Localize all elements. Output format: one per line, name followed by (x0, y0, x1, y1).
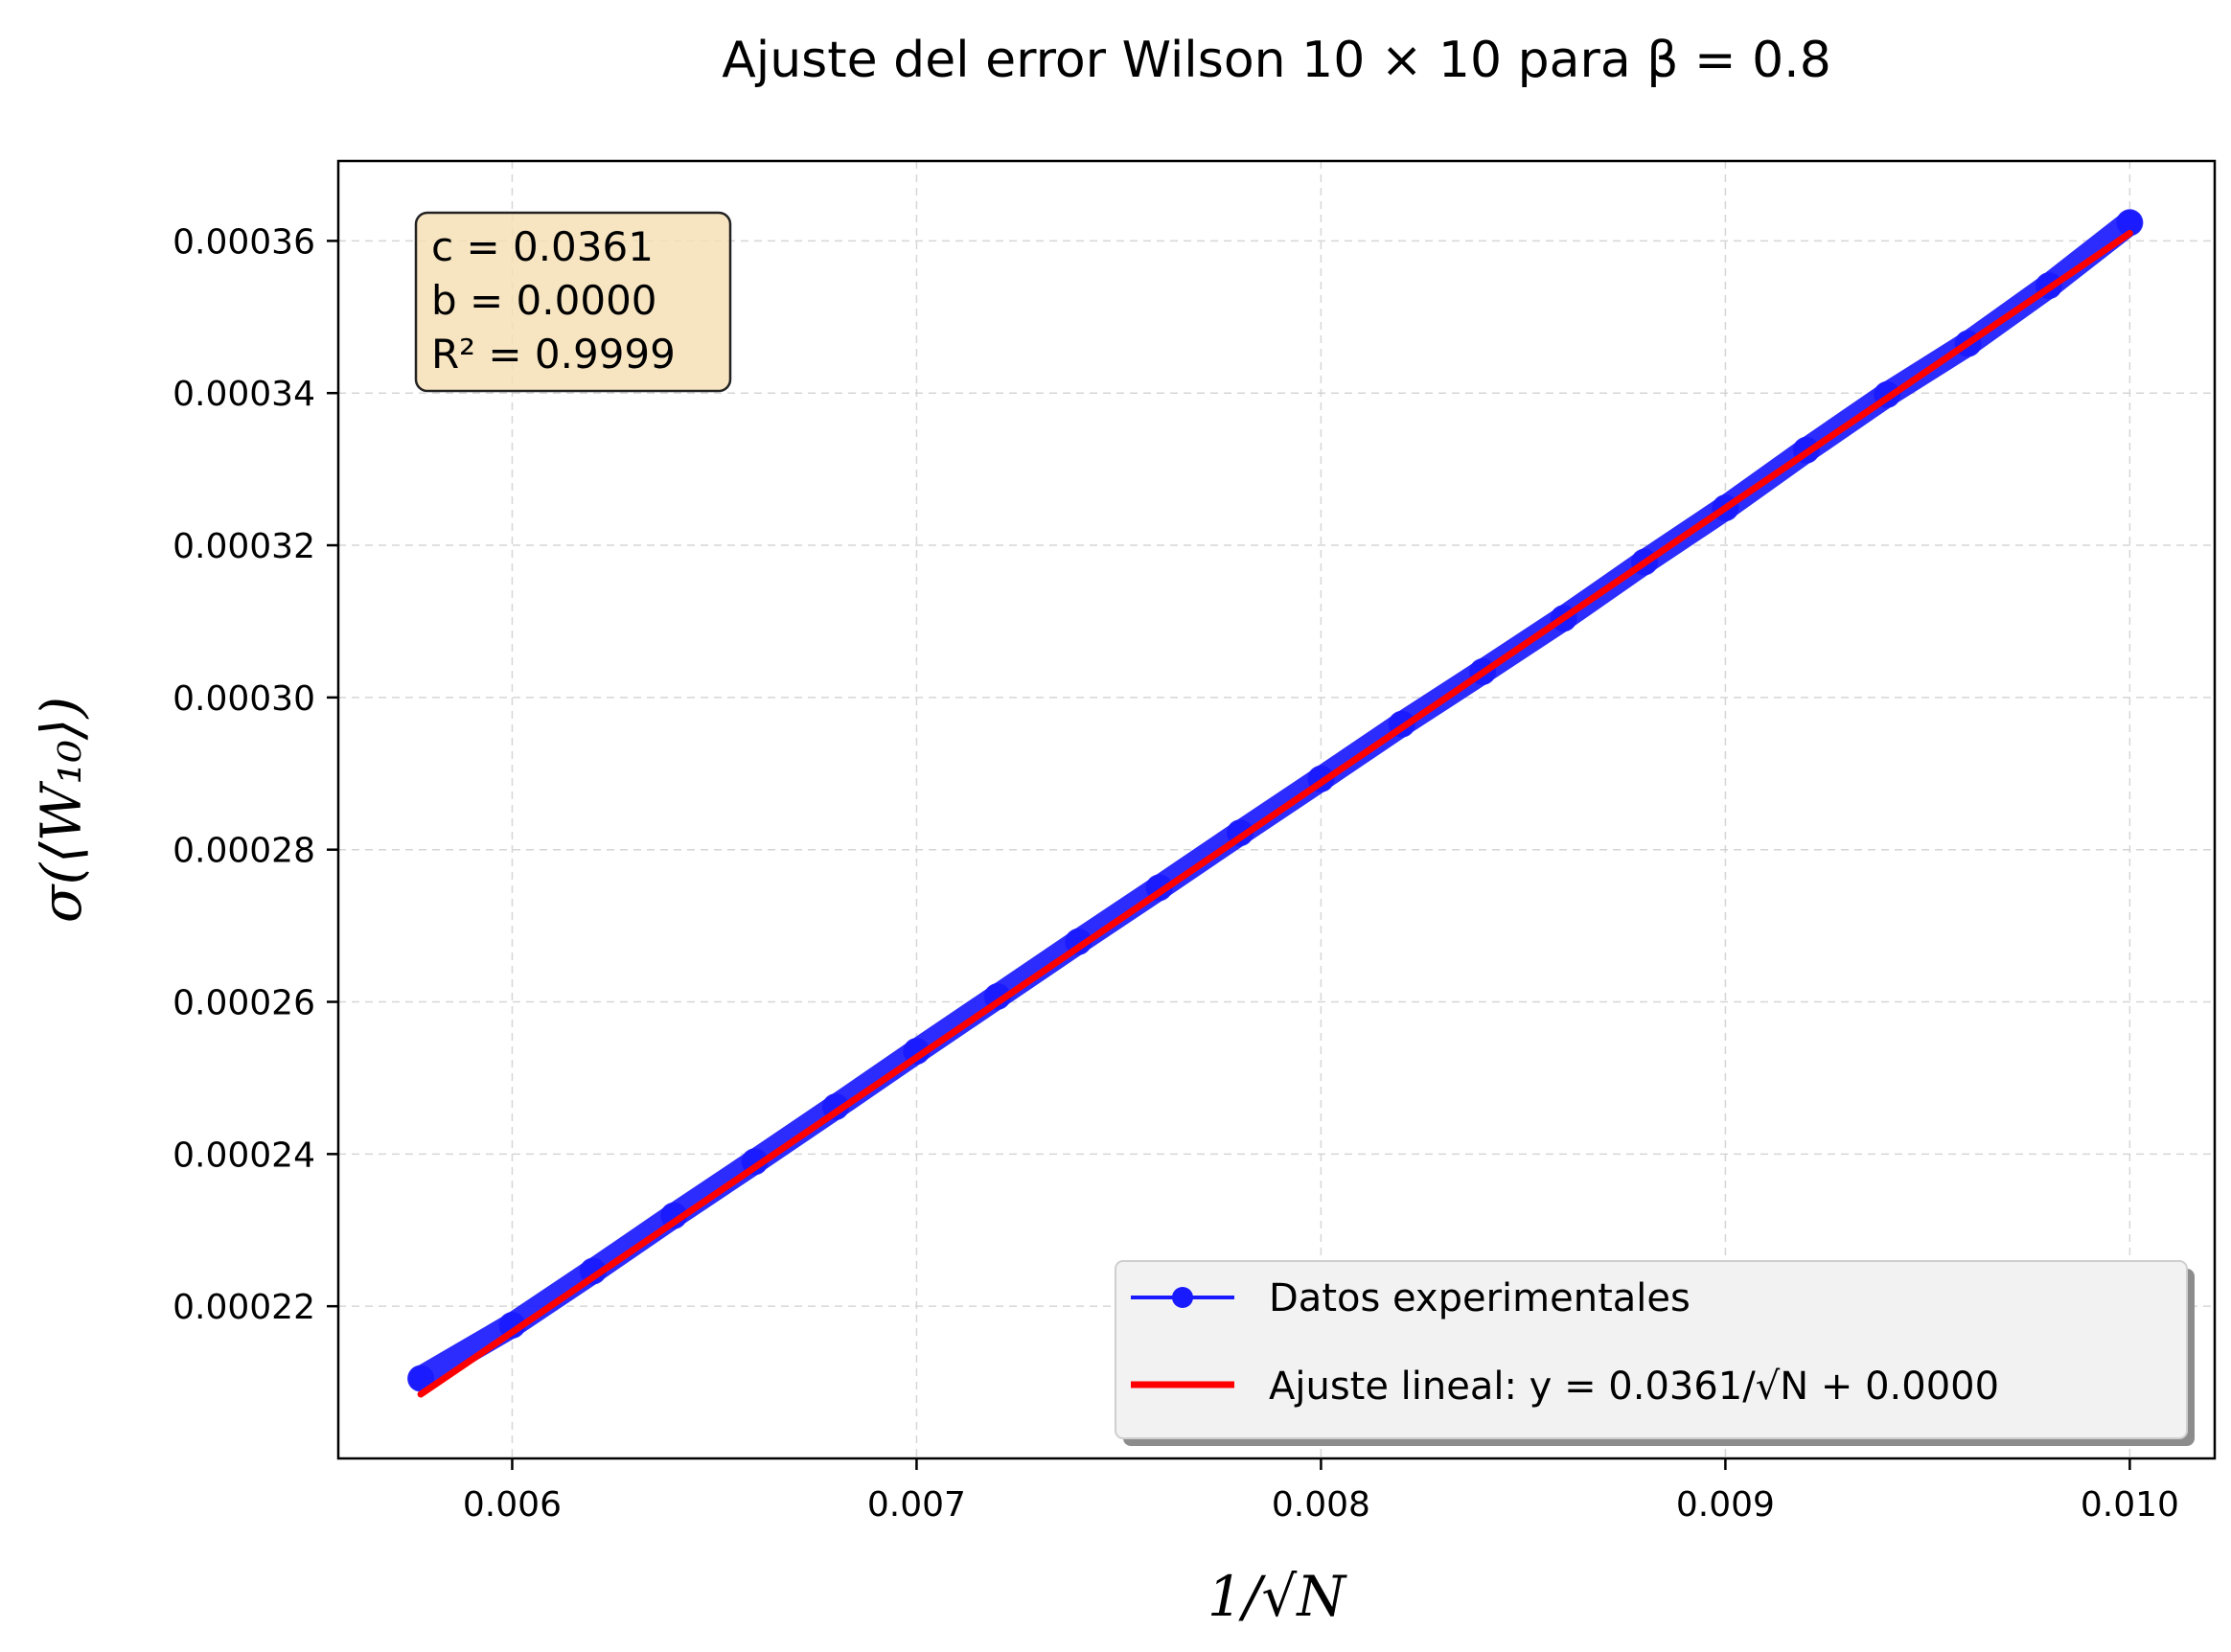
stat-c: c = 0.0361 (431, 223, 654, 270)
plot-frame (336, 159, 2217, 1460)
legend-label-fit: Ajuste lineal: y = 0.0361/√N + 0.0000 (1269, 1365, 1999, 1409)
stats-box: c = 0.0361 b = 0.0000 R² = 0.9999 (414, 211, 732, 393)
y-tick-label: 0.00030 (172, 679, 315, 719)
y-axis-label: σ(⟨W₁₀⟩) (29, 697, 94, 923)
y-tick-label: 0.00022 (172, 1288, 315, 1327)
stat-r2: R² = 0.9999 (431, 331, 676, 378)
data-point (660, 1202, 688, 1229)
y-tick-label: 0.00026 (172, 984, 315, 1023)
y-tick-label: 0.00036 (172, 222, 315, 262)
x-tick-label: 0.006 (463, 1485, 562, 1525)
legend-swatch-data-marker (1172, 1287, 1193, 1308)
legend-box (1115, 1260, 2188, 1439)
y-tick-label: 0.00024 (172, 1136, 315, 1175)
y-tick-label: 0.00032 (172, 527, 315, 566)
x-axis-label: 1/√N (1208, 1564, 1347, 1629)
x-tick-label: 0.007 (867, 1485, 966, 1525)
stats-box-background (414, 211, 732, 393)
x-tick-label: 0.010 (2081, 1485, 2179, 1525)
y-tick-label: 0.00028 (172, 832, 315, 871)
legend: Datos experimentales Ajuste lineal: y = … (1115, 1260, 2195, 1446)
data-point (2116, 209, 2144, 237)
legend-label-data: Datos experimentales (1269, 1276, 1690, 1320)
chart-title: Ajuste del error Wilson 10 × 10 para β =… (722, 32, 1831, 89)
series-layer (407, 209, 2144, 1398)
data-point (407, 1365, 435, 1392)
x-tick-label: 0.009 (1676, 1485, 1775, 1525)
data-point (498, 1312, 526, 1339)
fit-line (417, 229, 2133, 1398)
y-tick-label: 0.00034 (172, 375, 315, 414)
x-tick-label: 0.008 (1272, 1485, 1370, 1525)
y-axis-ticks: 0.00022 0.00024 0.00026 0.00028 0.00030 0.000… (172, 222, 338, 1327)
x-axis-ticks: 0.006 0.007 0.008 0.009 0.010 (463, 1458, 2179, 1525)
stat-b: b = 0.0000 (431, 277, 657, 324)
